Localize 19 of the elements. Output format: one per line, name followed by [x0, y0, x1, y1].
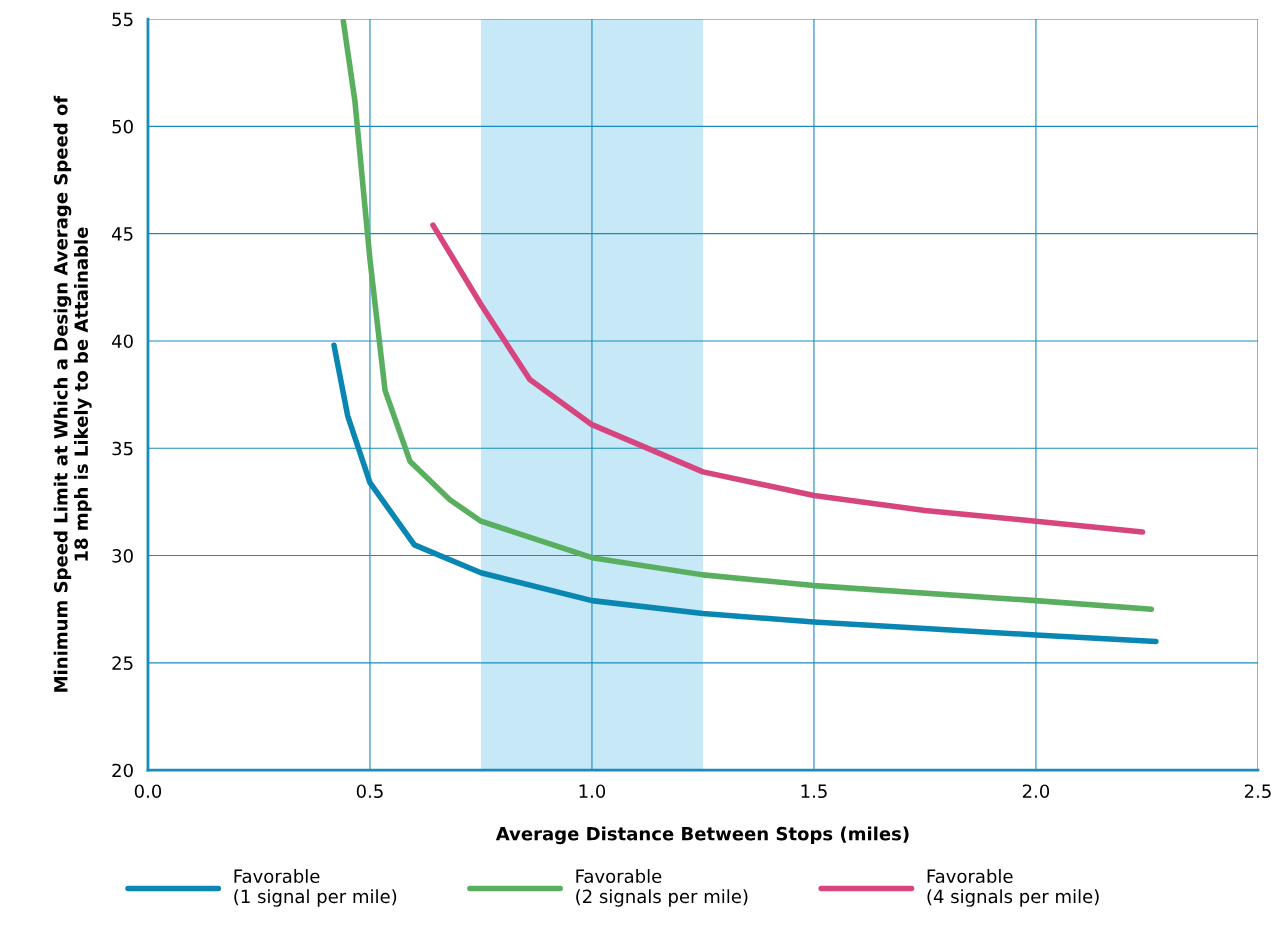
- y-tick-label: 30: [112, 549, 133, 563]
- legend-label: Favorable (4 signals per mile): [927, 869, 1099, 907]
- x-tick-label: 1.5: [801, 784, 827, 799]
- x-axis-title: Average Distance Between Stops (miles): [495, 826, 909, 845]
- y-tick-label: 45: [111, 227, 133, 241]
- y-tick-label: 55: [112, 12, 133, 27]
- legend-label: Favorable (2 signals per mile): [576, 869, 748, 907]
- y-tick-label: 40: [111, 334, 133, 349]
- x-tick-label: 0.0: [134, 784, 162, 799]
- legend-label: Favorable (1 signal per mile): [234, 869, 397, 907]
- x-tick-label: 2.0: [1022, 784, 1050, 799]
- y-tick-label: 20: [112, 763, 133, 778]
- y-tick-label: 35: [112, 441, 133, 456]
- y-tick-label: 50: [112, 119, 133, 134]
- y-tick-label: 25: [112, 656, 133, 670]
- x-tick-label: 1.0: [579, 784, 606, 799]
- x-tick-label: 0.5: [356, 784, 383, 799]
- x-tick-label: 2.5: [1244, 784, 1271, 799]
- y-axis-title: Minimum Speed Limit at Which a Design Average Speed of 18 mph is Likely to be Attainable: [53, 95, 92, 692]
